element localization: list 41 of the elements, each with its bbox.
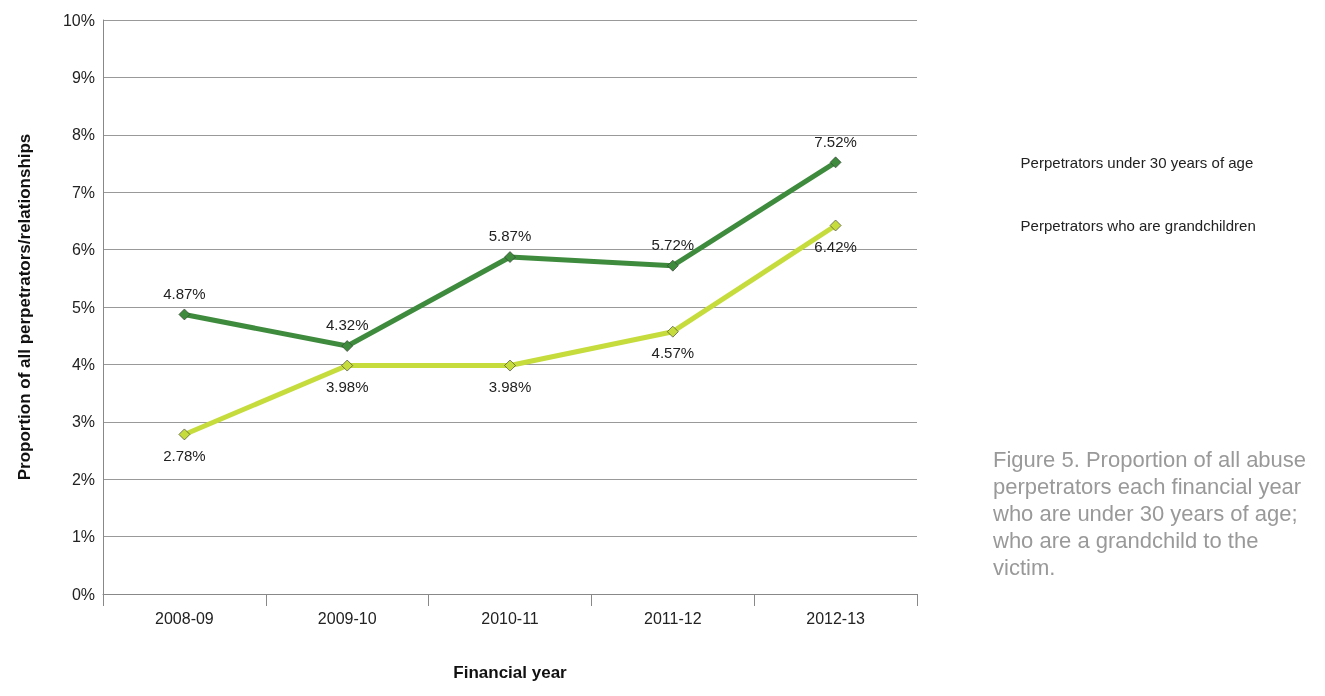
y-tick-label: 0% <box>71 585 95 603</box>
x-tick-label: 2012-13 <box>806 609 866 627</box>
data-label: 4.87% <box>163 284 206 302</box>
point <box>667 259 679 272</box>
point <box>829 156 842 169</box>
data-label: 5.72% <box>651 235 695 253</box>
data-label: 2.78% <box>163 447 206 465</box>
y-tick-label: 1% <box>71 528 95 546</box>
data-label: 4.32% <box>325 316 369 334</box>
point <box>504 359 516 372</box>
x-tick-label: 2011-12 <box>644 609 702 627</box>
y-tick-label: 7% <box>71 183 95 201</box>
y-tick-label: 2% <box>71 470 95 488</box>
data-label: 3.98% <box>325 378 369 396</box>
y-tick-label: 6% <box>71 241 95 259</box>
y-axis-title: Proportion of all perpetrators/relationships <box>15 133 34 481</box>
y-tick-label: 4% <box>71 355 95 373</box>
y-tick-label: 3% <box>71 413 95 431</box>
point <box>178 428 191 441</box>
point <box>341 359 353 372</box>
data-label: 4.57% <box>651 344 695 362</box>
point <box>178 308 191 321</box>
point <box>341 340 353 352</box>
caption: Figure 5. Proportion of all abuse perpetrators each financial year who are under 30 years of age; who are a grandchild to the victim. <box>992 447 1313 580</box>
y-tick-label: 9% <box>71 68 95 86</box>
data-label: 7.52% <box>814 132 857 150</box>
x-tick-label: 2010-11 <box>481 609 539 627</box>
data-label: 3.98% <box>488 378 532 396</box>
text: Perpetrators who are grandchildren <box>1020 216 1256 234</box>
point <box>504 251 516 263</box>
y-tick-label: 8% <box>71 126 95 144</box>
x-tick-label: 2008-09 <box>155 609 214 627</box>
data-label: 5.87% <box>488 227 532 245</box>
point <box>829 219 842 232</box>
point <box>667 325 679 338</box>
x-tick-label: 2009-10 <box>317 609 377 627</box>
y-tick-label: 5% <box>71 298 95 316</box>
y-tick-label: 10% <box>62 11 95 29</box>
x-axis-title: Financial year <box>453 663 568 682</box>
data-label: 6.42% <box>814 238 857 256</box>
text: Perpetrators under 30 years of age <box>1020 153 1254 171</box>
